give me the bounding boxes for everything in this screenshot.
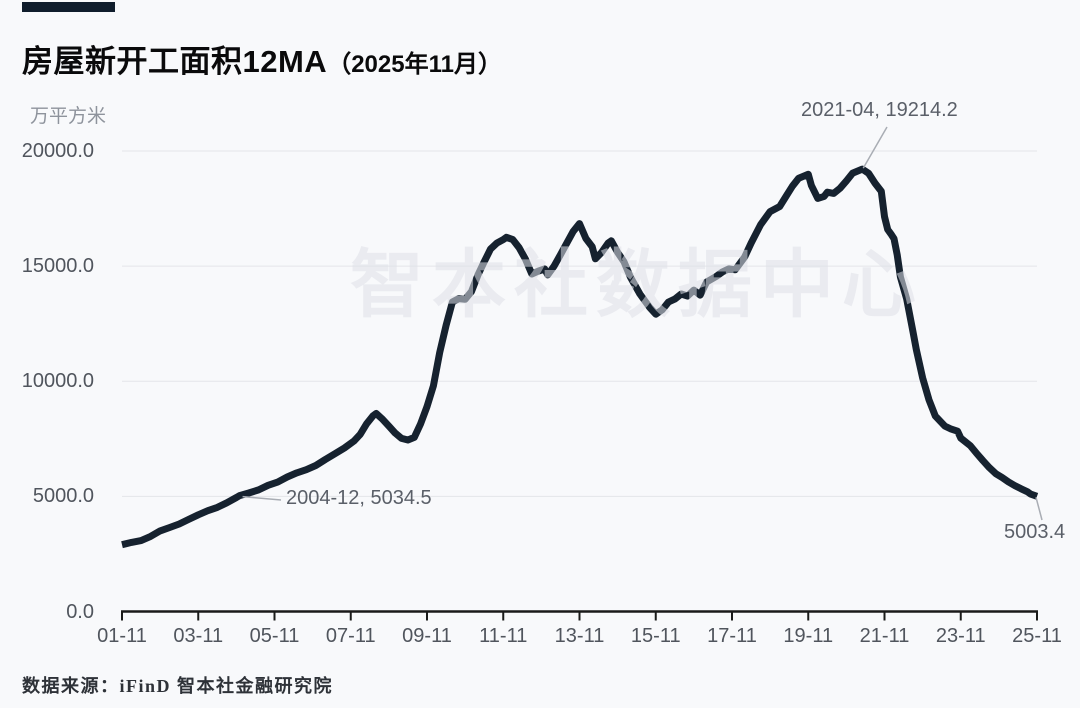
x-tick-label: 09-11 (402, 625, 452, 647)
x-tick-label: 01-11 (97, 625, 147, 647)
y-tick-label: 0.0 (66, 600, 94, 623)
annotation-peak-2021-04: 2021-04, 19214.2 (801, 99, 958, 121)
x-tick-label: 05-11 (249, 625, 300, 647)
series-line (121, 165, 1039, 549)
y-tick-label: 15000.0 (21, 255, 94, 278)
leader-line-2021 (862, 126, 888, 169)
annotation-latest-value: 5003.4 (1004, 521, 1066, 543)
y-tick-label: 10000.0 (21, 370, 94, 393)
x-tick-label: 11-11 (479, 625, 528, 647)
x-tick-label: 19-11 (783, 625, 834, 647)
x-tick-label: 17-11 (707, 625, 757, 647)
y-tick-label: 5000.0 (32, 485, 94, 508)
x-tick-label: 25-11 (1012, 625, 1062, 647)
leader-line-2004 (242, 495, 282, 501)
x-tick-label: 21-11 (859, 625, 910, 647)
y-axis-unit-label: 万平方米 (30, 106, 107, 127)
title-accent-bar (22, 2, 115, 12)
y-tick-label: 20000.0 (21, 140, 94, 162)
x-tick-label: 15-11 (630, 625, 681, 647)
x-tick-label: 13-11 (554, 625, 605, 647)
page-title: 房屋新开工面积12MA（2025年11月） (22, 36, 502, 81)
annotation-2004-12: 2004-12, 5034.5 (286, 487, 432, 509)
x-tick-label: 03-11 (173, 625, 224, 647)
chart-title-text: 房屋新开工面积12MA (22, 44, 328, 79)
chart-title-date: （2025年11月） (327, 51, 502, 78)
x-tick-label: 23-11 (935, 625, 986, 647)
x-tick-label: 07-11 (325, 625, 376, 647)
data-source-text: 数据来源：iFinD 智本社金融研究院 (22, 676, 334, 696)
leader-line-latest (1035, 497, 1043, 521)
